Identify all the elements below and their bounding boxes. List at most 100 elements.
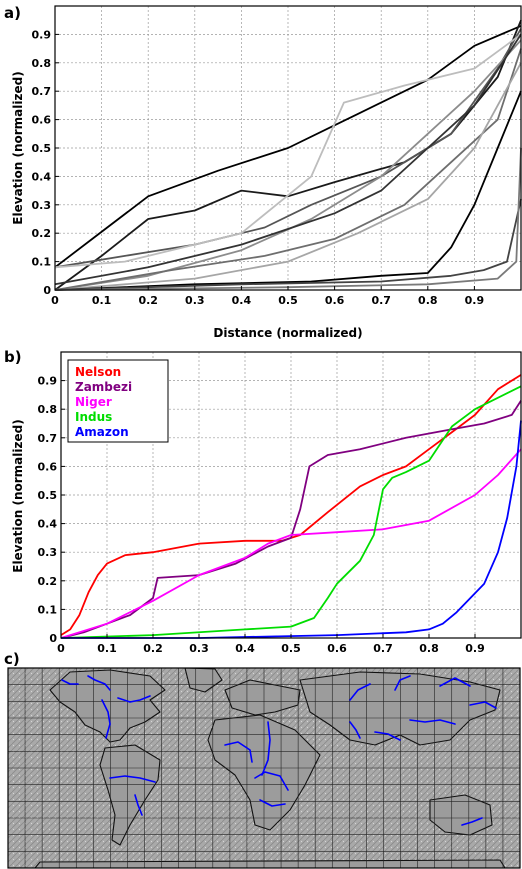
x-tick-label: 0.9 bbox=[465, 642, 485, 655]
panel-b-ylabel: Elevation (normalized) bbox=[11, 419, 25, 572]
x-tick-label: 0.3 bbox=[185, 294, 205, 307]
series-line-niger bbox=[60, 448, 522, 639]
y-tick-label: 0.1 bbox=[38, 603, 58, 616]
y-tick-label: 0.4 bbox=[38, 518, 58, 531]
river-zambezi bbox=[259, 799, 286, 807]
panel-a-tag: a) bbox=[4, 4, 21, 22]
x-tick-label: 0 bbox=[57, 642, 65, 655]
x-tick-label: 0.5 bbox=[281, 642, 301, 655]
x-tick-label: 0.2 bbox=[138, 294, 158, 307]
x-tick-label: 0.7 bbox=[373, 642, 393, 655]
x-tick-label: 0.3 bbox=[189, 642, 209, 655]
panel-b-y-ticks: 0 0.1 0.2 0.3 0.4 0.5 0.6 0.7 0.8 0.9 bbox=[38, 375, 65, 645]
x-tick-label: 0.7 bbox=[371, 294, 391, 307]
south-america-outline bbox=[99, 744, 161, 846]
x-tick-label: 0.2 bbox=[143, 642, 163, 655]
y-tick-label: 0.1 bbox=[32, 256, 52, 269]
panel-a-y-ticks: 0 0.1 0.2 0.3 0.4 0.5 0.6 0.7 0.8 0.9 bbox=[32, 28, 59, 297]
series-line-5 bbox=[54, 33, 522, 286]
x-tick-label: 0.4 bbox=[235, 642, 255, 655]
river-niger bbox=[224, 741, 253, 763]
x-tick-label: 0.5 bbox=[278, 294, 298, 307]
y-tick-label: 0.2 bbox=[38, 575, 58, 588]
x-tick-label: 0.1 bbox=[97, 642, 117, 655]
rivers bbox=[61, 675, 497, 826]
x-tick-label: 0 bbox=[51, 294, 59, 307]
legend-entry-zambezi: Zambezi bbox=[75, 380, 132, 394]
river-nelson bbox=[117, 695, 151, 703]
y-tick-label: 0.3 bbox=[32, 199, 52, 212]
panel-a-series-group bbox=[54, 19, 522, 291]
legend-entry-niger: Niger bbox=[75, 395, 112, 409]
series-line-0 bbox=[54, 25, 522, 269]
series-line-zambezi bbox=[60, 400, 522, 639]
y-tick-label: 0.5 bbox=[32, 142, 52, 155]
asia-outline bbox=[299, 671, 501, 746]
panel-a-chart: 0 0.1 0.2 0.3 0.4 0.5 0.6 0.7 0.8 0.9 00.10.20.30… bbox=[11, 5, 522, 340]
panel-c-tag: c) bbox=[4, 650, 20, 668]
panel-b-x-ticks: 0 0.1 0.2 0.3 0.4 0.5 0.6 0.7 0.8 0.9 bbox=[57, 634, 485, 655]
y-tick-label: 0.3 bbox=[38, 546, 58, 559]
north-america-outline bbox=[49, 669, 166, 743]
x-tick-label: 0.1 bbox=[92, 294, 112, 307]
legend-entry-indus: Indus bbox=[75, 410, 112, 424]
y-tick-label: 0.9 bbox=[32, 28, 52, 41]
series-line-9 bbox=[54, 198, 522, 291]
y-tick-label: 0.2 bbox=[32, 227, 52, 240]
x-tick-label: 0.4 bbox=[232, 294, 252, 307]
panel-c-frame bbox=[7, 667, 521, 869]
y-tick-label: 0.4 bbox=[32, 170, 52, 183]
panel-b-chart: 0 0.1 0.2 0.3 0.4 0.5 0.6 0.7 0.8 0.9 00.10.20.30… bbox=[11, 351, 522, 655]
series-line-8 bbox=[54, 90, 522, 291]
panel-a-xlabel: Distance (normalized) bbox=[213, 326, 362, 340]
y-tick-label: 0.5 bbox=[38, 489, 58, 502]
river-nile bbox=[261, 721, 271, 776]
river-mackenzie bbox=[87, 675, 111, 691]
x-tick-label: 0.6 bbox=[327, 642, 347, 655]
y-tick-label: 0 bbox=[49, 632, 57, 645]
x-tick-label: 0.8 bbox=[419, 642, 439, 655]
river-parana bbox=[134, 794, 143, 816]
series-line-10 bbox=[54, 147, 522, 291]
y-tick-label: 0.8 bbox=[32, 57, 52, 70]
series-line-4 bbox=[54, 39, 522, 291]
australia-outline bbox=[429, 794, 493, 836]
river-mississippi bbox=[101, 699, 111, 739]
river-lena bbox=[439, 677, 471, 687]
river-yukon bbox=[61, 679, 79, 685]
river-ob bbox=[349, 683, 371, 701]
map-graticule bbox=[8, 668, 520, 868]
river-amur bbox=[469, 701, 497, 709]
series-line-6 bbox=[54, 48, 522, 291]
river-amazon bbox=[109, 775, 156, 783]
y-tick-label: 0.6 bbox=[38, 460, 58, 473]
x-tick-label: 0.6 bbox=[325, 294, 345, 307]
legend-box bbox=[67, 359, 169, 443]
series-line-2 bbox=[54, 28, 522, 269]
legend-entry-amazon: Amazon bbox=[75, 425, 129, 439]
river-ganges bbox=[374, 731, 401, 741]
y-tick-label: 0.7 bbox=[32, 85, 52, 98]
panel-b-tag: b) bbox=[4, 348, 22, 366]
series-line-indus bbox=[60, 385, 522, 639]
panel-c-map bbox=[7, 667, 521, 869]
river-congo bbox=[254, 771, 289, 791]
y-tick-label: 0.7 bbox=[38, 432, 58, 445]
y-tick-label: 0.9 bbox=[38, 375, 58, 388]
series-line-3 bbox=[54, 33, 522, 269]
panel-a-ylabel: Elevation (normalized) bbox=[11, 71, 25, 224]
y-tick-label: 0 bbox=[43, 284, 51, 297]
river-indus bbox=[349, 721, 361, 739]
river-murray bbox=[461, 817, 483, 826]
legend-entry-nelson: Nelson bbox=[75, 365, 121, 379]
y-tick-label: 0.8 bbox=[38, 403, 58, 416]
panel-a-x-ticks: 0 0.1 0.2 0.3 0.4 0.5 0.6 0.7 0.8 0.9 bbox=[51, 286, 484, 307]
river-yenisei bbox=[394, 675, 411, 691]
series-line-7 bbox=[54, 62, 522, 291]
y-tick-label: 0.6 bbox=[32, 114, 52, 127]
x-tick-label: 0.8 bbox=[418, 294, 438, 307]
river-yangtze bbox=[409, 719, 456, 725]
x-tick-label: 0.9 bbox=[465, 294, 485, 307]
